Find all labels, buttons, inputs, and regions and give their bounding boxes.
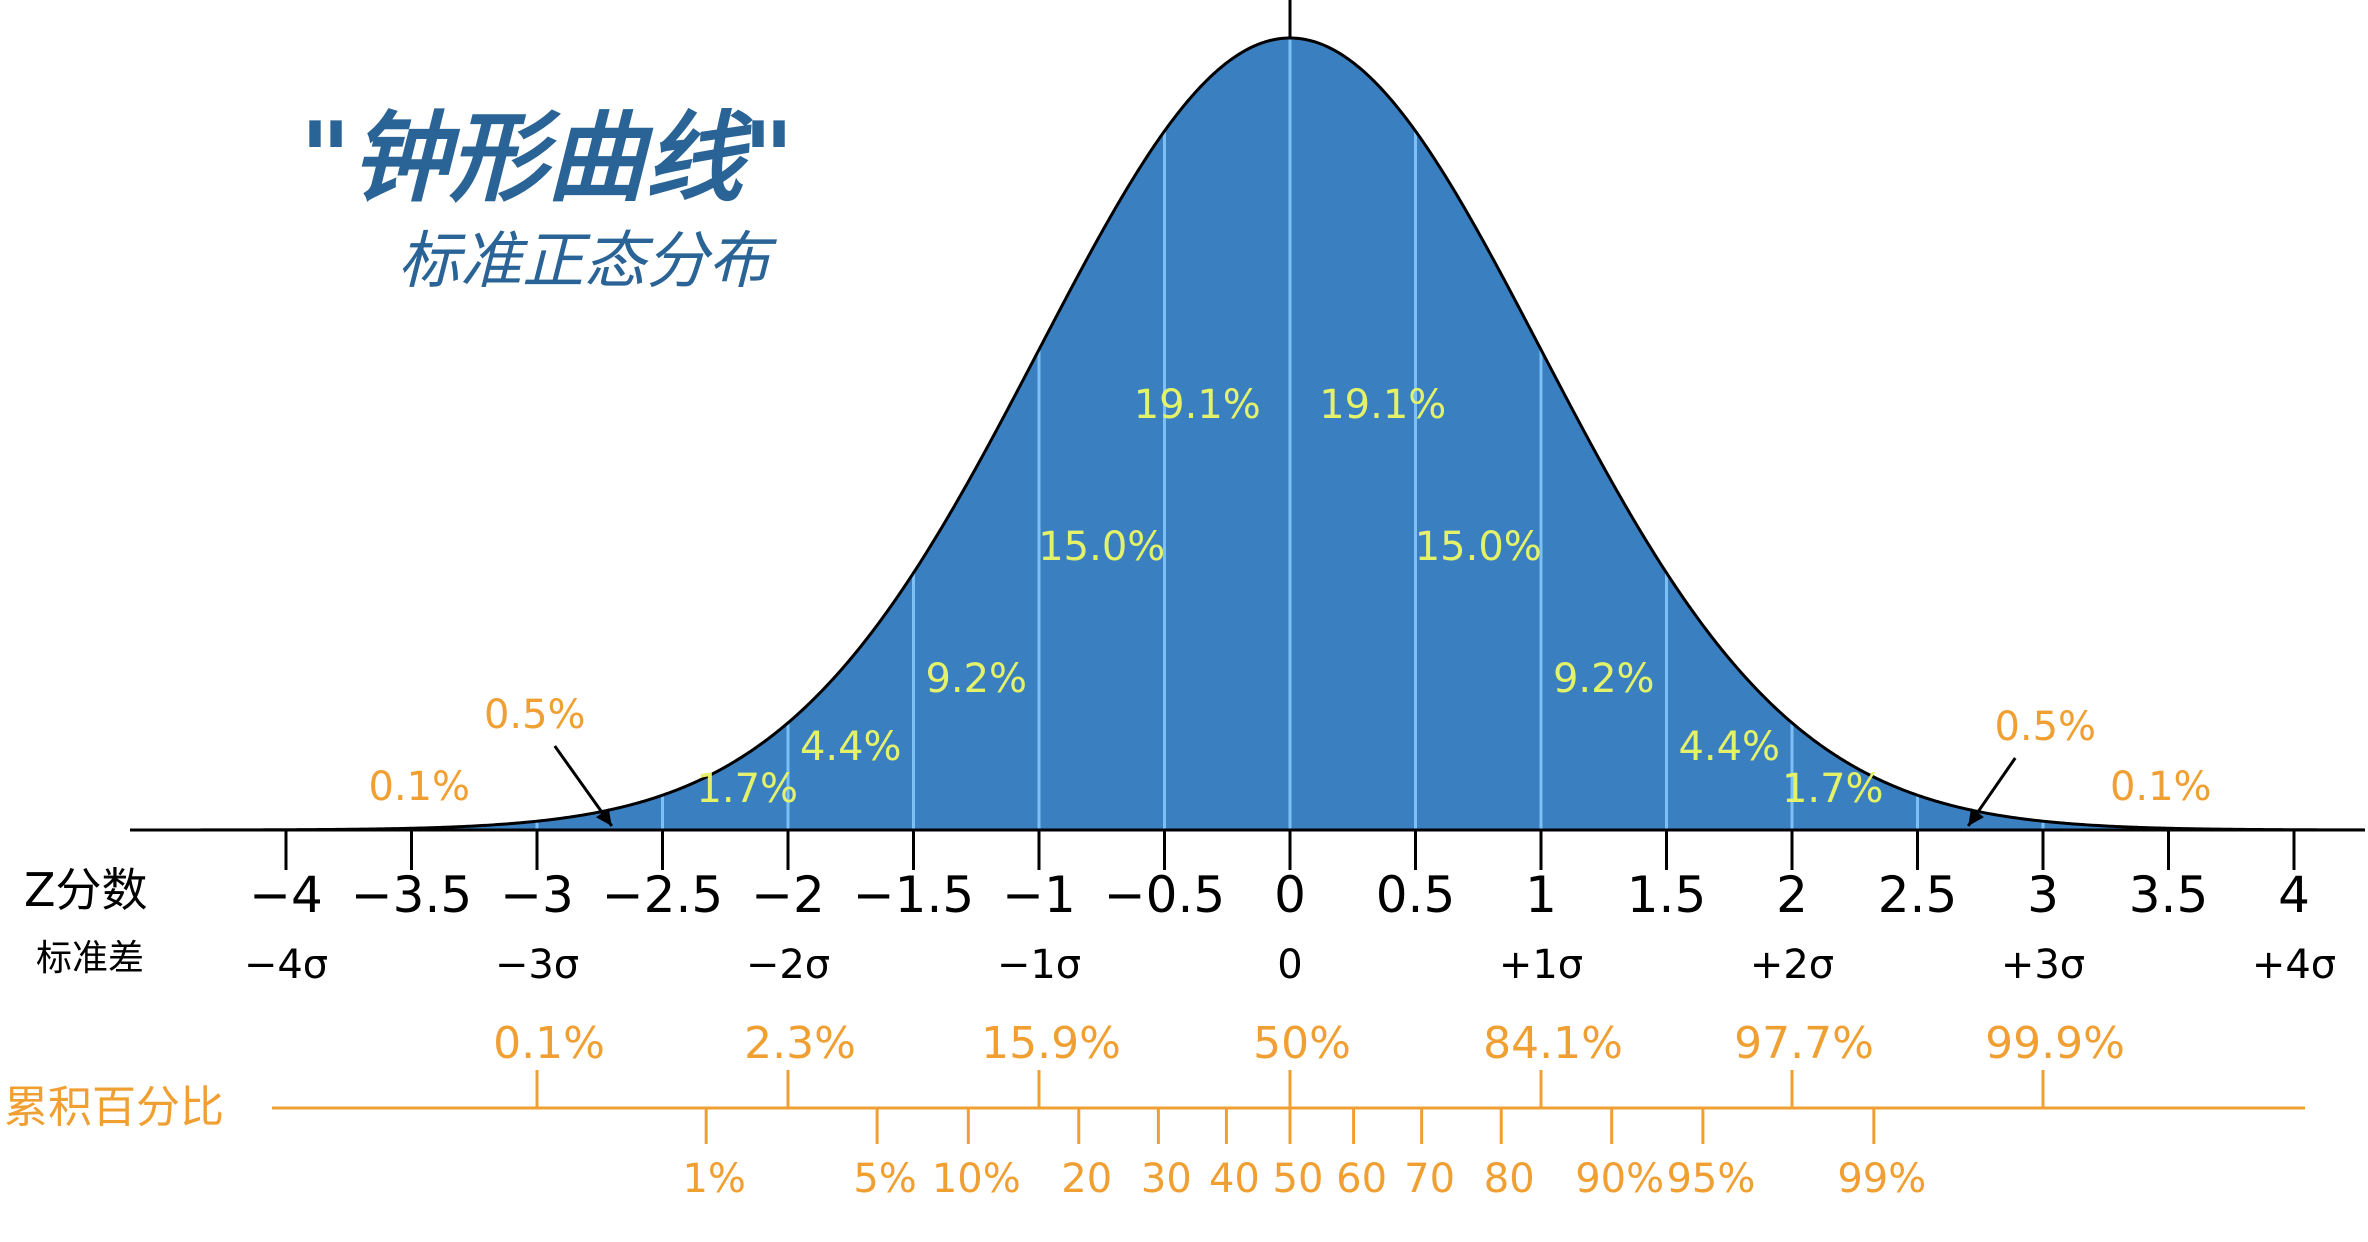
segment-percent-label: 15.0% [1038,524,1165,570]
tail-arrow-head [1968,808,1984,826]
z-tick-label: 1 [1525,866,1557,924]
tail-arrow-head [595,808,612,826]
sd-tick-label: +4σ [2252,942,2336,988]
cumulative-minor-label: 70 [1404,1156,1455,1202]
tail-percent-label: 0.1% [2110,764,2212,810]
chart-title: "钟形曲线" [300,101,794,216]
segment-percent-label: 15.0% [1415,524,1542,570]
z-score-row-label: Z分数 [24,863,148,917]
z-tick-label: −2.5 [602,866,723,924]
sd-tick-label: +1σ [1499,942,1583,988]
cumulative-minor-label: 30 [1141,1156,1192,1202]
z-tick-label: 4 [2278,866,2310,924]
z-tick-label: −3 [500,866,574,924]
label-layer: −4 −3.5 −3 −2.5 −2 −1.5 −1 −0.5 0 0.5 1 1.5 2 2.5 3 3.5… [244,382,2336,1202]
std-dev-row-label: 标准差 [36,938,144,979]
cumulative-major-label: 50% [1253,1018,1351,1069]
cumulative-major-label: 99.9% [1985,1018,2125,1069]
z-tick-label: 2 [1776,866,1808,924]
curve-area [130,38,2365,830]
cumulative-minor-label: 95% [1666,1156,1755,1202]
z-tick-label: −1.5 [853,866,974,924]
tail-arrow-line [553,745,613,827]
z-tick-label: 1.5 [1627,866,1707,924]
segment-percent-label: 1.7% [696,766,798,812]
tail-percent-label: 0.1% [368,764,470,810]
segment-percent-label: 1.7% [1782,766,1884,812]
cumulative-minor-label: 99% [1837,1156,1926,1202]
cumulative-minor-label: 50 [1273,1156,1324,1202]
segment-percent-label: 4.4% [800,724,902,770]
cumulative-major-label: 84.1% [1483,1018,1623,1069]
cumulative-minor-label: 90% [1575,1156,1664,1202]
cumulative-row-label: 累积百分比 [4,1082,224,1133]
cumulative-major-label: 15.9% [981,1018,1121,1069]
cumulative-minor-label: 40 [1209,1156,1260,1202]
z-tick-label: 3 [2027,866,2059,924]
cumulative-minor-label: 5% [853,1156,916,1202]
tail-percent-label: 0.5% [484,692,586,738]
sd-tick-label: −2σ [746,942,830,988]
cumulative-minor-label: 80 [1484,1156,1535,1202]
sd-tick-label: +3σ [2001,942,2085,988]
z-tick-label: 0.5 [1376,866,1456,924]
segment-percent-label: 9.2% [925,656,1027,702]
curve-outline [130,36,2365,832]
cumulative-minor-label: 1% [682,1156,745,1202]
z-tick-label: −4 [249,866,323,924]
segment-percent-label: 9.2% [1553,656,1655,702]
chart-subtitle: 标准正态分布 [398,224,777,297]
z-tick-label: 2.5 [1878,866,1958,924]
cumulative-minor-label: 20 [1061,1156,1112,1202]
cumulative-minor-label: 10% [932,1156,1021,1202]
segment-percent-label: 19.1% [1134,382,1261,428]
z-tick-label: 3.5 [2129,866,2209,924]
cumulative-major-label: 0.1% [493,1018,605,1069]
sd-tick-label: −1σ [997,942,1081,988]
sd-tick-label: 0 [1277,942,1302,988]
segment-percent-label: 19.1% [1319,382,1446,428]
sd-tick-label: +2σ [1750,942,1834,988]
z-tick-label: −3.5 [351,866,472,924]
cumulative-major-label: 97.7% [1734,1018,1874,1069]
cumulative-major-label: 2.3% [744,1018,856,1069]
sd-tick-label: −4σ [244,942,328,988]
segment-percent-label: 4.4% [1678,724,1780,770]
sd-tick-label: −3σ [495,942,579,988]
z-tick-label: −1 [1002,866,1076,924]
z-tick-label: −0.5 [1104,866,1225,924]
axis-layer [130,745,2365,1144]
cumulative-minor-label: 60 [1336,1156,1387,1202]
z-tick-label: 0 [1274,866,1306,924]
z-tick-label: −2 [751,866,825,924]
tail-percent-label: 0.5% [1994,704,2096,750]
